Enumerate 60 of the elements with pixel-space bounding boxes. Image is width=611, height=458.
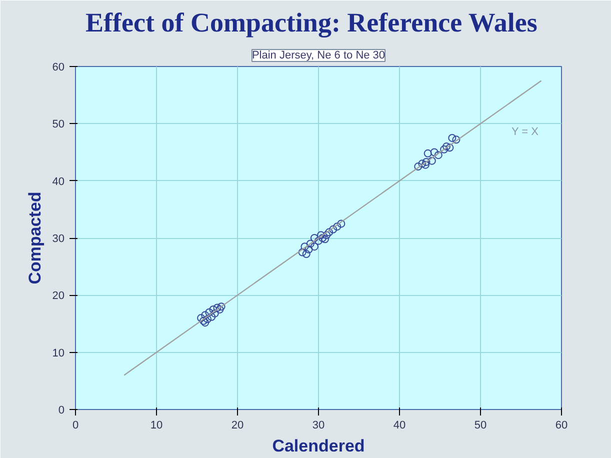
point bbox=[414, 162, 422, 171]
x-tick-label: 10 bbox=[150, 420, 163, 432]
chart-subtitle: Plain Jersey, Ne 6 to Ne 30 bbox=[252, 50, 386, 62]
point bbox=[322, 231, 331, 240]
point bbox=[201, 311, 210, 320]
point bbox=[298, 248, 306, 256]
point bbox=[442, 142, 450, 151]
point bbox=[452, 136, 460, 144]
y-axis-title: Compacted bbox=[25, 192, 44, 284]
point bbox=[213, 304, 222, 312]
y-tick-label: 30 bbox=[52, 233, 65, 245]
point bbox=[448, 134, 456, 142]
point bbox=[300, 242, 309, 251]
point bbox=[316, 231, 325, 240]
point bbox=[302, 250, 310, 258]
point bbox=[306, 240, 314, 248]
point bbox=[434, 151, 442, 160]
point bbox=[201, 318, 210, 327]
point bbox=[310, 234, 318, 242]
point bbox=[325, 228, 334, 236]
point bbox=[333, 222, 342, 231]
point bbox=[210, 309, 219, 318]
point bbox=[208, 312, 216, 321]
point bbox=[329, 225, 338, 234]
point bbox=[428, 156, 436, 165]
point bbox=[320, 235, 329, 244]
y-tick-label: 20 bbox=[52, 290, 65, 302]
point bbox=[421, 160, 430, 169]
point bbox=[337, 220, 346, 228]
y-tick-label: 50 bbox=[52, 118, 65, 131]
point bbox=[199, 316, 208, 325]
x-tick-label: 40 bbox=[393, 420, 406, 432]
chart-title: Effect of Compacting: Reference Wales bbox=[86, 8, 538, 38]
point bbox=[430, 148, 438, 156]
x-tick-label: 30 bbox=[312, 420, 325, 432]
point bbox=[440, 145, 448, 154]
x-axis-title: Calendered bbox=[272, 436, 365, 456]
point bbox=[209, 305, 218, 314]
x-tick-label: 0 bbox=[72, 420, 79, 432]
point bbox=[446, 144, 454, 152]
point bbox=[216, 305, 224, 314]
point bbox=[314, 236, 322, 245]
point bbox=[318, 234, 327, 242]
x-tick-label: 60 bbox=[555, 420, 568, 432]
series-label: Y = X bbox=[511, 126, 540, 138]
y-tick-label: 60 bbox=[52, 62, 65, 74]
y-tick-label: 40 bbox=[52, 176, 65, 188]
point bbox=[422, 158, 430, 166]
point bbox=[197, 314, 206, 322]
x-tick-label: 20 bbox=[231, 420, 244, 432]
point bbox=[424, 149, 432, 158]
point bbox=[310, 242, 318, 251]
point bbox=[418, 160, 426, 168]
point bbox=[304, 245, 313, 254]
x-tick-label: 50 bbox=[474, 420, 487, 432]
y-tick-label: 0 bbox=[58, 404, 65, 416]
point bbox=[205, 308, 214, 316]
point bbox=[204, 315, 212, 324]
y-tick-label: 10 bbox=[52, 347, 65, 360]
point bbox=[217, 302, 226, 311]
